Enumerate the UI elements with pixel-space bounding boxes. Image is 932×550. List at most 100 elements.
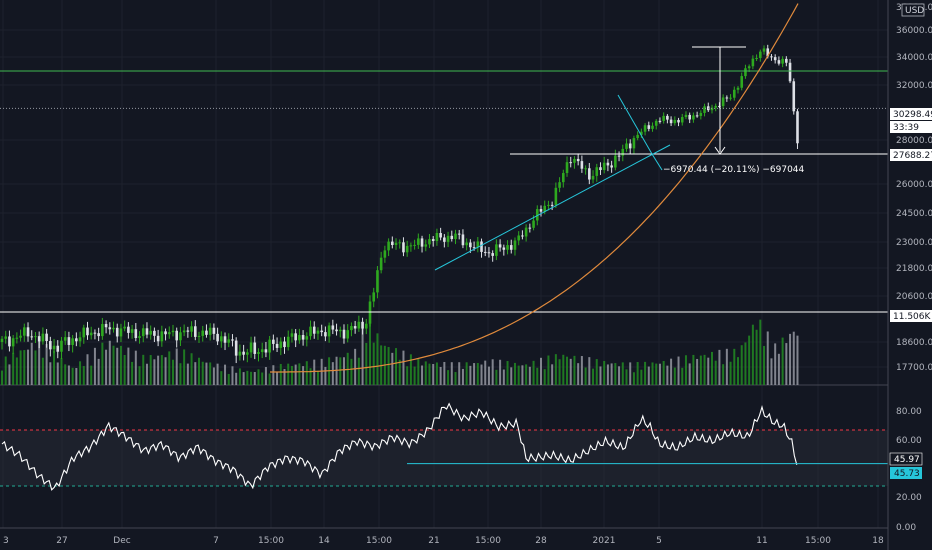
volume-bar <box>82 366 85 385</box>
candle-body <box>751 58 755 67</box>
time-tick-label: Dec <box>113 536 130 546</box>
volume-bar <box>49 362 52 385</box>
candle-body <box>535 209 539 221</box>
currency-box <box>901 3 925 17</box>
volume-bar <box>532 360 535 385</box>
candle-body <box>543 205 547 212</box>
time-tick-label: 28 <box>535 536 547 546</box>
volume-bar <box>681 367 684 385</box>
candle-body <box>223 336 227 343</box>
candle-body <box>602 162 606 171</box>
volume-bar <box>231 366 234 385</box>
candle-body <box>785 58 788 63</box>
volume-bar <box>774 343 777 385</box>
volume-bar <box>465 362 468 385</box>
price-tag-label: 33:39 <box>893 123 919 133</box>
volume-bar <box>737 357 740 385</box>
candle-body <box>677 119 680 123</box>
volume-bar <box>461 368 464 385</box>
candle-body <box>606 162 610 166</box>
time-tick-label: 15:00 <box>366 536 392 546</box>
volume-bar <box>692 354 695 385</box>
rsi-tick-label: 60.00 <box>896 436 922 446</box>
candle-body <box>216 333 219 342</box>
volume-bar <box>536 367 539 385</box>
candle-body <box>264 349 268 353</box>
candle-body <box>238 351 242 356</box>
candle-body <box>502 247 506 250</box>
volume-bar <box>175 348 178 385</box>
volume-bar <box>361 327 364 385</box>
volume-bar <box>454 372 457 385</box>
candle-body <box>435 233 439 241</box>
volume-bar <box>655 363 658 385</box>
candle-body <box>409 245 413 247</box>
volume-bar <box>554 354 557 385</box>
rsi-tick-label: 20.00 <box>896 493 922 503</box>
candle-body <box>115 327 119 337</box>
volume-bar <box>53 350 56 385</box>
measure-tail <box>651 153 663 171</box>
candle-body <box>666 115 669 120</box>
volume-bar <box>105 349 108 385</box>
rsi-tag-bg <box>890 467 922 479</box>
candle-body <box>127 326 130 333</box>
candle-body <box>569 162 573 164</box>
candle-body <box>398 242 402 244</box>
candle-body <box>97 333 100 337</box>
candle-body <box>759 51 762 58</box>
candle-body <box>773 57 777 61</box>
candle-body <box>149 330 152 335</box>
volume-bar <box>703 354 706 385</box>
candle-body <box>788 62 792 82</box>
candle-body <box>658 120 662 122</box>
volume-bar <box>235 372 238 385</box>
price-tag-bg <box>890 310 932 322</box>
volume-bar <box>439 366 442 385</box>
candle-body <box>469 242 472 248</box>
volume-bar <box>30 342 33 385</box>
volume-bar <box>261 372 264 385</box>
volume-bar <box>662 361 665 385</box>
candle-body <box>372 292 376 302</box>
candle-body <box>19 335 22 338</box>
volume-bar <box>629 362 632 385</box>
candle-body <box>654 120 658 126</box>
candle-body <box>101 324 104 337</box>
rsi-band <box>0 430 888 486</box>
candle-body <box>692 115 695 120</box>
volume-bar <box>387 347 390 385</box>
volume-bar <box>699 355 702 385</box>
candle-body <box>301 335 305 340</box>
time-tick-label: 3 <box>3 536 9 546</box>
volume-bar <box>60 358 63 385</box>
volume-bar <box>781 337 784 385</box>
volume-bar <box>309 368 312 385</box>
candle-body <box>495 244 498 256</box>
volume-bar <box>56 362 59 385</box>
candle-body <box>695 115 699 117</box>
candle-body <box>60 340 63 352</box>
volume-bar <box>610 363 613 385</box>
volume-bar <box>777 353 780 385</box>
volume-bar <box>279 363 282 385</box>
candle-body <box>576 158 580 162</box>
candle-body <box>82 327 86 338</box>
price-tick-label: 34000.00 <box>896 53 932 63</box>
candle-body <box>632 138 636 149</box>
volume-bar <box>718 349 721 385</box>
candle-body <box>193 326 197 337</box>
volume-bar <box>320 358 323 385</box>
volume-bar <box>64 364 67 385</box>
volume-bar <box>376 333 379 385</box>
volume-bar <box>603 360 606 385</box>
volume-bar <box>521 365 524 385</box>
volume-bar <box>733 348 736 385</box>
candle-body <box>108 327 112 330</box>
candle-body <box>580 161 584 169</box>
candle-body <box>11 338 15 347</box>
volume-bar <box>171 359 174 385</box>
volume-bar <box>495 369 498 385</box>
candle-body <box>565 162 569 174</box>
